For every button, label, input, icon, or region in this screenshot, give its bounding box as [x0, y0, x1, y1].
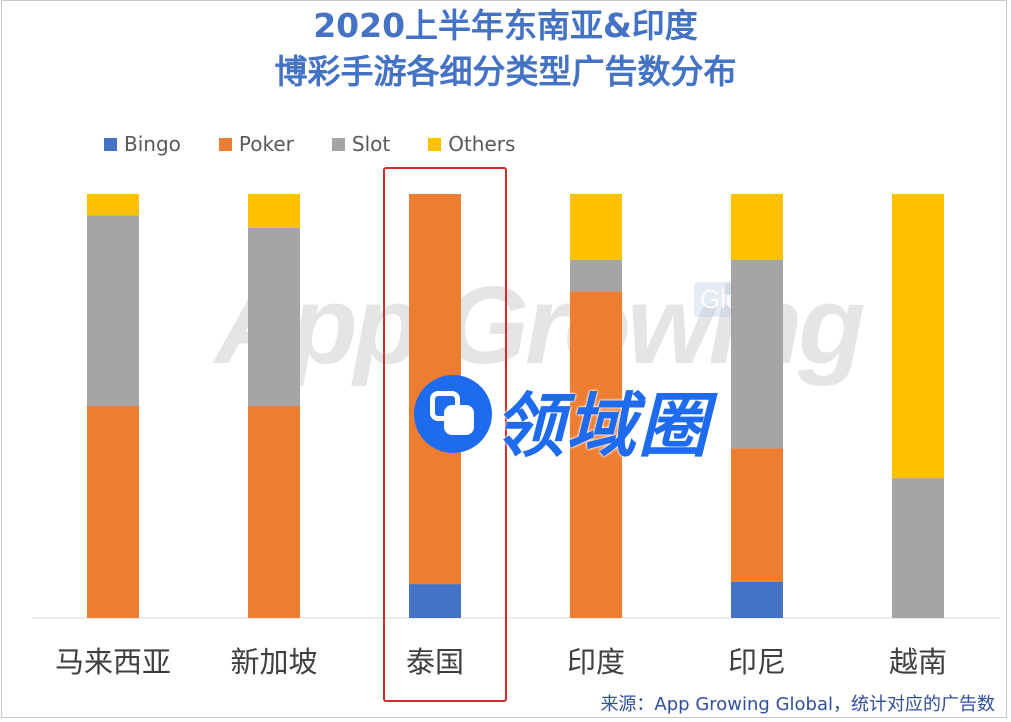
source-note: 来源：App Growing Global，统计对应的广告数 — [600, 694, 995, 715]
legend-item-others: Others — [428, 132, 515, 156]
brand-watermark: 领域圈 — [494, 385, 710, 467]
chart-subtitle: 博彩手游各细分类型广告数分布 — [274, 52, 737, 91]
category-label-1: 新加坡 — [230, 645, 317, 679]
highlight-box-thailand — [383, 167, 507, 702]
legend-label-slot: Slot — [351, 132, 391, 156]
bar-segment-slot-3 — [570, 259, 622, 292]
legend-swatch-poker — [218, 137, 232, 151]
chart-title: 2020上半年东南亚&印度 — [313, 6, 698, 45]
legend-item-bingo: Bingo — [104, 132, 181, 156]
legend-swatch-bingo — [104, 137, 117, 151]
bar-segment-slot-1 — [248, 227, 300, 406]
category-label-0: 马来西亚 — [55, 645, 171, 679]
bar-segment-bingo-4 — [731, 581, 783, 618]
bar-segment-others-5 — [892, 194, 944, 479]
category-label-2: 泰国 — [406, 645, 464, 679]
bar-segment-poker-0 — [87, 406, 139, 618]
bar-segment-poker-1 — [248, 406, 300, 618]
bar-segment-others-3 — [570, 194, 622, 260]
category-label-3: 印度 — [567, 645, 625, 679]
legend-label-others: Others — [448, 132, 516, 156]
bar-segment-poker-4 — [731, 448, 783, 582]
bar-segment-slot-0 — [87, 215, 139, 406]
legend-swatch-slot — [331, 137, 345, 151]
category-label-5: 越南 — [889, 645, 947, 679]
legend: Bingo Poker Slot Others — [104, 130, 553, 158]
bar-segment-bingo-2 — [409, 584, 461, 618]
category-label-4: 印尼 — [728, 645, 786, 679]
bar-segment-others-0 — [87, 194, 139, 216]
legend-label-poker: Poker — [238, 132, 294, 156]
legend-item-slot: Slot — [331, 132, 391, 156]
legend-label-bingo: Bingo — [124, 132, 181, 156]
legend-item-poker: Poker — [218, 132, 294, 156]
bar-segment-slot-4 — [731, 259, 783, 449]
bar-segment-others-4 — [731, 194, 783, 260]
legend-swatch-others — [428, 137, 442, 151]
bar-segment-poker-3 — [570, 291, 622, 618]
brand-logo-icon — [414, 375, 492, 453]
bar-segment-slot-5 — [892, 478, 944, 618]
bar-segment-others-1 — [248, 194, 300, 228]
